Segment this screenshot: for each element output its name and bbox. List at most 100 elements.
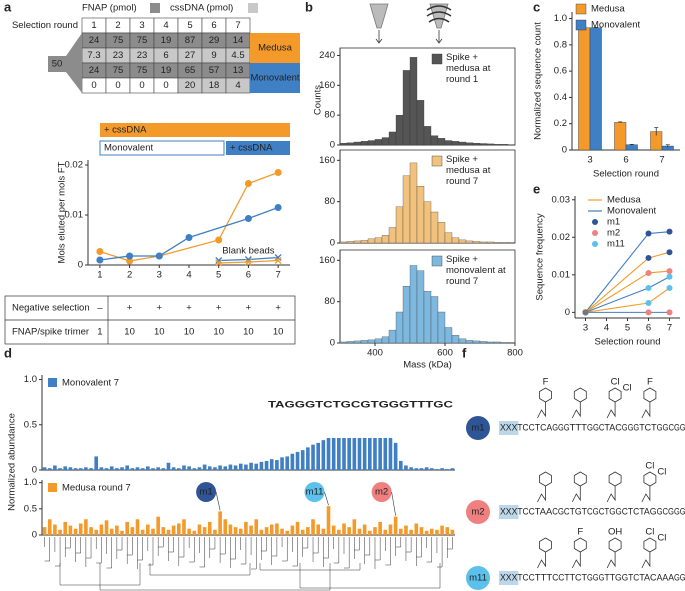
x-tick-label: 400	[367, 348, 383, 359]
label: F	[647, 377, 653, 388]
bar	[125, 465, 129, 470]
bar	[589, 27, 602, 151]
bar	[192, 530, 197, 535]
bar	[249, 462, 253, 470]
side-chain	[571, 552, 581, 569]
cross-point	[274, 257, 282, 264]
panel-label: b	[305, 0, 313, 14]
label: AAA	[657, 573, 675, 584]
hist-bar	[430, 135, 439, 146]
axis-label: Mols eluted per mols FT	[57, 161, 68, 263]
bar	[625, 144, 638, 151]
bar	[187, 528, 191, 535]
bar	[94, 529, 99, 535]
bar	[337, 432, 341, 470]
label: TGT	[570, 507, 588, 518]
label: Medusa	[258, 43, 293, 54]
bar	[218, 511, 222, 535]
label: 19	[161, 35, 172, 46]
ring	[573, 471, 587, 487]
hist-bar	[339, 142, 348, 146]
label: TCC	[517, 573, 535, 584]
point	[215, 236, 223, 244]
point	[244, 180, 252, 187]
group-box	[250, 33, 300, 63]
bar	[135, 519, 140, 535]
y-tick-label: 0.02	[65, 160, 84, 171]
hist-bar	[367, 140, 376, 146]
y-tick-label: 160	[319, 155, 335, 166]
label: TAG	[639, 507, 656, 518]
hist-bar	[507, 342, 516, 344]
y-tick-label: 80	[324, 296, 335, 307]
hist-bar	[346, 241, 355, 244]
label: m2	[375, 487, 388, 498]
label: Cl	[645, 527, 654, 538]
legend-swatch	[48, 483, 57, 492]
point	[274, 204, 282, 211]
label: GTC	[622, 573, 640, 584]
hist-bar	[409, 265, 418, 344]
ring	[643, 471, 657, 487]
y-tick-label: 1.0	[554, 13, 567, 24]
label: 7.3	[87, 50, 100, 61]
y-tick-label: 0	[32, 530, 37, 541]
y-tick-label: 80	[324, 196, 335, 207]
label: GGG	[622, 423, 639, 434]
label: CGC	[587, 507, 605, 518]
bar	[115, 525, 119, 535]
bar	[316, 524, 321, 535]
ring	[643, 387, 657, 403]
bar	[254, 463, 259, 470]
legend-swatch	[431, 53, 443, 65]
bar	[435, 529, 439, 535]
hist-bar	[458, 338, 467, 344]
hist-bar	[388, 131, 397, 146]
bar	[94, 456, 99, 470]
hist-bar	[437, 222, 446, 244]
y-tick-label: 1.0	[24, 374, 37, 385]
bar	[207, 521, 212, 535]
hist-bar	[353, 141, 362, 146]
legend-text: Spike + medusa at round 1	[446, 52, 491, 85]
bar	[337, 529, 341, 535]
hist-bar	[353, 240, 362, 244]
label: m2	[607, 228, 620, 239]
bar	[295, 451, 300, 470]
cross-point	[215, 259, 223, 267]
side-chain	[537, 402, 546, 419]
bar	[176, 523, 181, 535]
y-tick-label: 0.01	[65, 210, 84, 221]
callout	[371, 482, 392, 502]
label: Selection round	[12, 20, 78, 31]
hist-bar	[395, 206, 404, 244]
label: XXX	[500, 423, 518, 434]
label: 75	[137, 35, 148, 46]
bar	[295, 521, 300, 535]
bar	[99, 467, 104, 470]
point	[645, 254, 652, 261]
ring	[643, 537, 657, 553]
ring	[539, 387, 552, 403]
bar	[362, 524, 367, 535]
bar	[275, 460, 279, 470]
condition-bar	[226, 141, 290, 155]
label: +	[246, 303, 252, 314]
bar	[151, 528, 155, 535]
label: 3	[139, 20, 144, 31]
bar	[331, 433, 336, 470]
y-tick-label: 0.4	[554, 92, 567, 103]
label: 10	[184, 327, 195, 338]
label: 87	[185, 35, 196, 46]
x-tick-label: 5	[216, 270, 221, 281]
callout-line	[324, 491, 329, 506]
y-tick-label: 0	[330, 338, 335, 349]
label: 29	[209, 35, 220, 46]
bar	[378, 521, 382, 535]
hist-bar	[493, 341, 502, 344]
variable-box	[499, 571, 519, 585]
point	[645, 269, 652, 276]
bar	[130, 527, 135, 535]
hist-bar	[486, 143, 495, 146]
